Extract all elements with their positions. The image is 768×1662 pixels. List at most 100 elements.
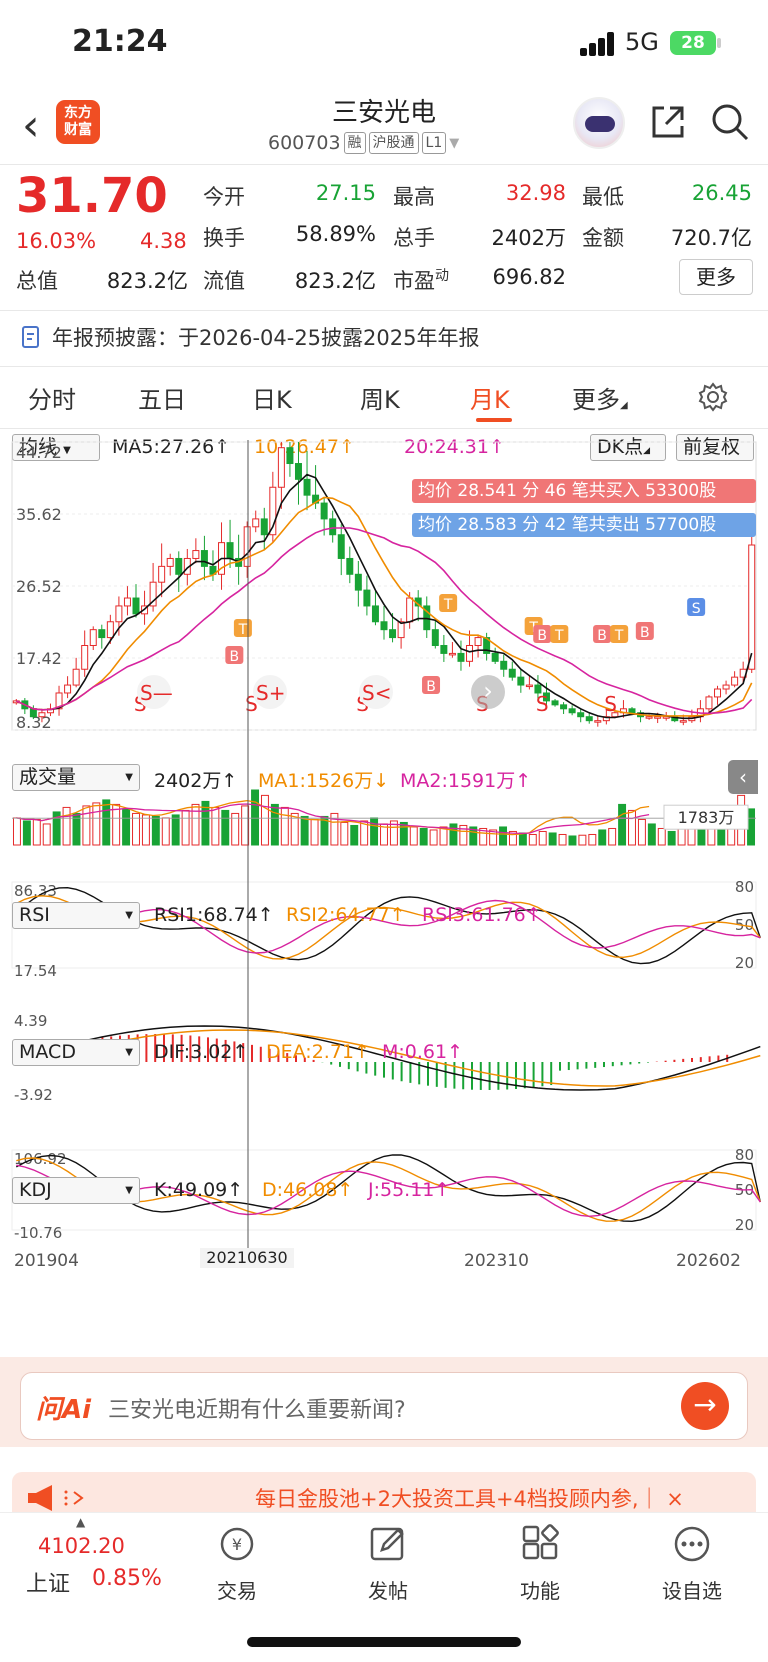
tab-weekly-k[interactable]: 周K <box>360 386 400 414</box>
candle-up <box>123 597 131 607</box>
candle-down <box>560 704 568 710</box>
next-arrow-icon: › <box>483 677 493 705</box>
tab-intraday[interactable]: 分时 <box>28 386 76 414</box>
ask-ai-placeholder[interactable]: 三安光电近期有什么重要新闻? <box>108 1398 406 1423</box>
volume-bar <box>191 803 200 846</box>
amount-label: 金额 <box>582 226 624 250</box>
back-icon[interactable]: ‹ <box>22 100 40 151</box>
index-value[interactable]: 4102.20 <box>38 1534 125 1558</box>
current-price: 31.70 <box>16 168 168 224</box>
svg-text:¥: ¥ <box>232 1535 242 1554</box>
volume-bar <box>72 812 81 846</box>
share-icon[interactable] <box>650 104 686 140</box>
kdj-d-line <box>16 1157 761 1222</box>
volume-bar <box>370 817 379 846</box>
candle-up <box>89 629 97 646</box>
candle-down <box>491 652 499 662</box>
x-axis-label: 202602 <box>676 1251 741 1271</box>
volume-select[interactable]: 成交量 ▼ <box>12 764 140 791</box>
ask-ai-input[interactable] <box>20 1372 748 1440</box>
nav-functions[interactable]: 功能 <box>520 1579 560 1603</box>
index-name[interactable]: 上证 <box>26 1572 71 1597</box>
candle-down <box>329 518 337 536</box>
app-logo[interactable]: 东方 财富 <box>56 100 100 144</box>
more-dots-icon[interactable] <box>672 1524 712 1564</box>
price-tick-label: 44.72 <box>16 443 62 462</box>
volume-bar <box>122 808 131 846</box>
candle-up <box>64 684 72 694</box>
t-marker <box>550 625 569 643</box>
candle-down <box>551 700 559 706</box>
marker-label: B <box>230 649 240 665</box>
price-tick-label: 35.62 <box>16 505 62 524</box>
trade-icon[interactable]: ¥ <box>217 1524 257 1564</box>
annotation-label: S— <box>140 681 173 705</box>
kdj-select[interactable]: KDJ ▼ <box>12 1177 140 1204</box>
price-tick-label: 8.32 <box>16 713 52 732</box>
tab-daily-k[interactable]: 日K <box>252 386 292 414</box>
annual-report-notice[interactable]: 年报预披露：于2026-04-25披露2025年年报 <box>22 322 479 352</box>
more-button[interactable]: 更多 <box>679 259 753 295</box>
tab-more-label: 更多 <box>572 386 620 414</box>
volume-bar <box>747 808 756 846</box>
tab-five-day[interactable]: 五日 <box>138 386 186 414</box>
functions-icon[interactable] <box>520 1524 560 1564</box>
k-chart-svg[interactable]: 44.7235.6226.5217.428.32SSSSSSBTBTTBTBTB… <box>0 430 768 1350</box>
candle-down <box>286 447 294 465</box>
index-percent[interactable]: 0.85% <box>92 1566 162 1591</box>
sell-marker: S <box>604 692 617 716</box>
macd-select[interactable]: MACD ▼ <box>12 1039 140 1066</box>
dea-readout: DEA:2.71↑ <box>266 1041 370 1063</box>
volume-bar <box>479 827 488 846</box>
search-icon[interactable] <box>710 102 750 142</box>
volume-bar <box>429 829 438 846</box>
kdj-right-tick: 80 <box>735 1146 754 1164</box>
post-icon[interactable] <box>368 1524 408 1564</box>
volume-bar <box>439 826 448 846</box>
report-icon <box>22 326 39 348</box>
volume-bar <box>499 826 508 846</box>
price-tick-label: 26.52 <box>16 577 62 596</box>
chevron-down-icon[interactable]: ▼ <box>449 135 460 151</box>
ask-send-button[interactable]: → <box>681 1382 729 1430</box>
ai-robot-icon[interactable] <box>573 97 625 149</box>
volume-bar <box>409 826 418 846</box>
candle-up <box>466 644 474 662</box>
marker-label: B <box>640 625 650 641</box>
volume-bar <box>300 815 309 846</box>
change-amount: 4.38 <box>140 229 187 253</box>
candle-down <box>132 597 140 615</box>
x-axis-label: 202310 <box>464 1251 529 1271</box>
low-label: 最低 <box>582 185 624 209</box>
volume-bar <box>618 803 627 846</box>
rsi-select[interactable]: RSI ▼ <box>12 902 140 929</box>
price-tick-label: 17.42 <box>16 649 62 668</box>
gear-icon[interactable] <box>698 382 728 412</box>
volume-bar <box>330 812 339 846</box>
volume-bar <box>260 794 269 846</box>
rsi-select-label: RSI <box>19 904 50 926</box>
tag-level[interactable]: L1 <box>421 132 447 154</box>
candle-down <box>98 629 106 639</box>
turnover-label: 换手 <box>203 226 245 250</box>
macd-dea-line <box>16 1029 761 1087</box>
nav-add-watch[interactable]: 设自选 <box>662 1579 722 1603</box>
candle-down <box>577 712 585 718</box>
volume-ref-box <box>663 804 749 830</box>
tab-monthly-k[interactable]: 月K <box>470 386 510 414</box>
candle-up <box>748 544 756 670</box>
volume-bar <box>12 817 21 846</box>
nav-trade[interactable]: 交易 <box>217 1579 257 1603</box>
collapse-panel-icon[interactable]: ‹ <box>728 760 758 794</box>
candle-down <box>517 676 525 686</box>
next-arrow-circle <box>471 675 505 709</box>
ma10-line <box>15 496 753 717</box>
adjust-select[interactable]: 前复权 <box>676 434 754 461</box>
tab-more[interactable]: 更多◢ <box>572 386 628 414</box>
pe-label-sup: 动 <box>435 268 449 284</box>
nav-post[interactable]: 发帖 <box>368 1579 408 1603</box>
signal-icon <box>580 30 620 56</box>
candle-down <box>363 589 371 607</box>
status-time: 21:24 <box>72 24 168 59</box>
t-marker <box>439 594 458 612</box>
